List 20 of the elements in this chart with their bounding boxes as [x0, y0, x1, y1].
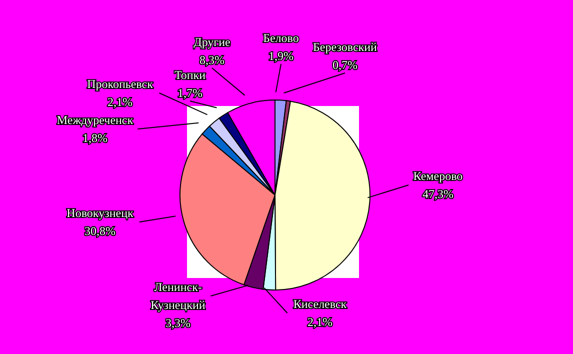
data-label: 1,7%: [178, 86, 202, 100]
data-label: 30,8%: [84, 224, 116, 238]
slice-label: Новокузнецк: [66, 206, 134, 220]
slice-label: Кемерово: [413, 169, 463, 183]
data-label: 0,7%: [332, 58, 358, 72]
data-label: 1,8%: [82, 131, 108, 145]
slice-label: Белово: [263, 31, 299, 45]
data-label: 47,3%: [422, 187, 454, 201]
slice-label: Прокопьевск: [87, 77, 154, 91]
data-label: 2,1%: [308, 315, 332, 329]
data-label: 8,3%: [200, 53, 224, 67]
data-label: 1,9%: [268, 49, 294, 63]
slice-label: Междуреченск: [56, 113, 134, 127]
slice-label: Топки: [174, 68, 206, 82]
data-label: 2,1%: [108, 95, 132, 109]
slice-label: Другие: [194, 35, 230, 49]
slice-label: Ленинск-Кузнецкий: [150, 280, 206, 312]
slice-label: Березовский: [313, 40, 378, 54]
data-label: 3,3%: [166, 316, 190, 330]
slice-label: Киселевск: [293, 297, 347, 311]
